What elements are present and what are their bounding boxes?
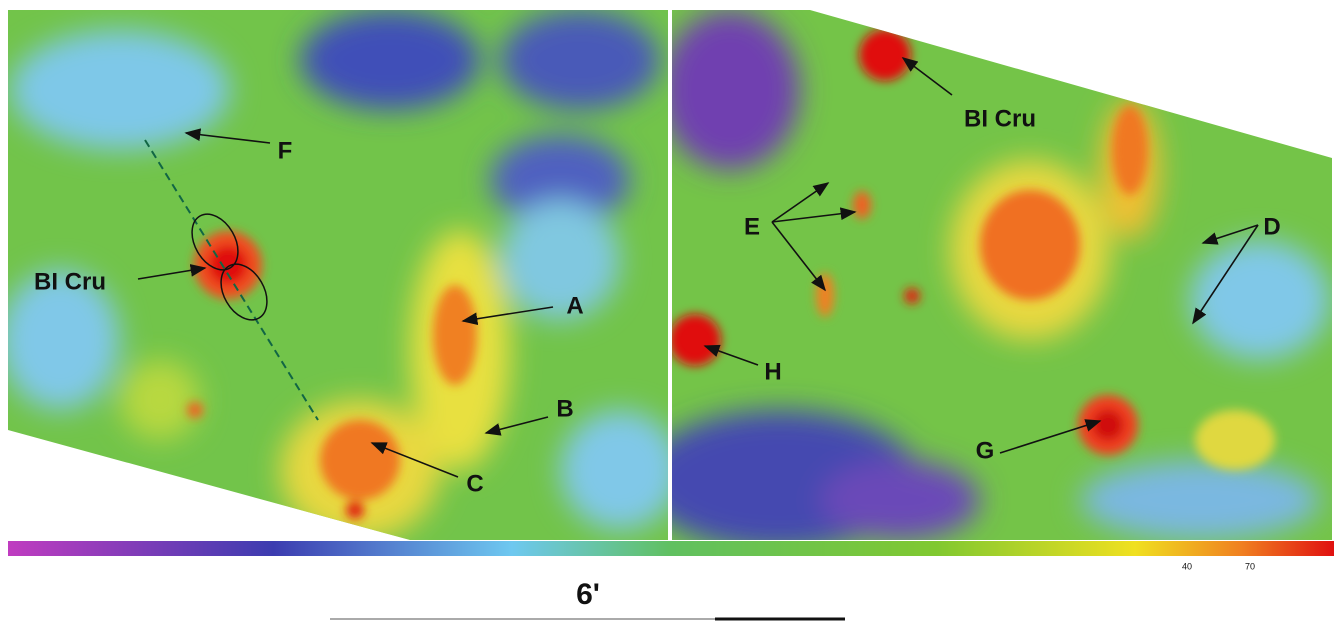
image-feature — [10, 30, 230, 150]
image-feature — [300, 10, 480, 110]
label: C — [466, 470, 483, 497]
image-feature — [1112, 105, 1148, 195]
image-feature — [1190, 240, 1330, 360]
scale-label: 6' — [576, 578, 600, 611]
colorbar-tick: 40 — [1182, 561, 1192, 571]
figure: F BI Cru A B C BI Cru E D H G 40 70 6' — [0, 0, 1334, 621]
image-feature — [816, 273, 834, 317]
image-feature — [820, 460, 980, 540]
label: F — [278, 137, 293, 164]
image-feature — [320, 420, 400, 500]
image-feature — [500, 200, 620, 320]
image-feature — [853, 191, 871, 219]
image-feature — [904, 288, 920, 304]
image-feature — [669, 314, 721, 366]
image-feature — [859, 29, 911, 81]
image-feature — [1195, 410, 1275, 470]
label: H — [764, 358, 781, 385]
label: D — [1263, 213, 1280, 240]
label: E — [744, 213, 760, 240]
label: A — [566, 292, 583, 319]
image-feature — [560, 410, 680, 530]
colorbar — [8, 541, 1334, 556]
image-feature — [1092, 409, 1124, 441]
image-feature — [500, 10, 660, 110]
colorbar-tick: 70 — [1245, 561, 1255, 571]
label: BI Cru — [964, 105, 1036, 132]
label: G — [976, 437, 995, 464]
label: BI Cru — [34, 268, 106, 295]
right-image — [640, 10, 1332, 550]
image-feature — [187, 402, 203, 418]
label: B — [556, 395, 573, 422]
image-feature — [346, 501, 364, 519]
image-feature — [660, 10, 800, 170]
image-feature — [120, 360, 200, 440]
image-feature — [1080, 460, 1320, 540]
image-feature — [980, 190, 1080, 300]
image-feature — [433, 285, 477, 385]
